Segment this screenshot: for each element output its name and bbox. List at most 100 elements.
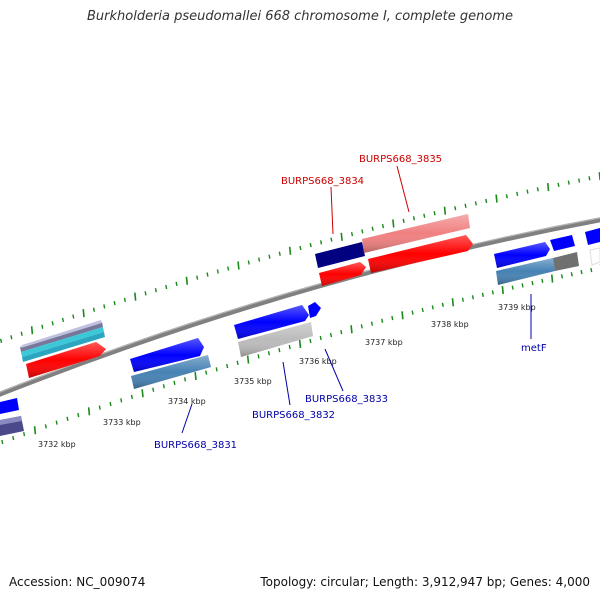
ruler-minor-tick — [411, 310, 414, 315]
chromosome-backbone — [0, 217, 600, 397]
ruler-major-tick — [401, 311, 404, 320]
ruler-minor-tick — [206, 272, 209, 277]
gene-feature[interactable] — [130, 338, 211, 389]
ruler-minor-tick — [433, 211, 436, 216]
gene-label-burps668-3832[interactable]: BURPS668_3832 — [252, 410, 335, 421]
ruler-tick-label: 3734 kbp — [168, 397, 206, 406]
gene-label-metf[interactable]: metF — [521, 343, 547, 354]
ruler-tick-label: 3735 kbp — [234, 377, 272, 386]
ruler-minor-tick — [278, 348, 281, 353]
ruler-minor-tick — [402, 218, 405, 223]
ruler-minor-tick — [485, 198, 488, 204]
ruler-major-tick — [237, 261, 240, 270]
ruler-major-tick — [134, 292, 137, 301]
ruler-minor-tick — [72, 314, 75, 319]
gene-feature[interactable] — [494, 228, 600, 285]
ruler-minor-tick — [227, 266, 230, 271]
ruler-minor-tick — [536, 187, 539, 192]
map-title: Burkholderia pseudomallei 668 chromosome… — [86, 9, 514, 24]
ruler-minor-tick — [580, 270, 583, 275]
ruler-minor-tick — [360, 324, 363, 329]
ruler-major-tick — [298, 339, 302, 349]
gene-label-burps668-3833[interactable]: BURPS668_3833 — [305, 394, 388, 405]
ruler-minor-tick — [491, 290, 494, 295]
gene-feature[interactable] — [315, 214, 473, 286]
ruler-minor-tick — [154, 288, 157, 293]
ruler-minor-tick — [329, 332, 333, 338]
label-leaders — [181, 165, 532, 434]
ruler-minor-tick — [319, 240, 323, 245]
ruler-minor-tick — [481, 292, 484, 297]
ruler-major-tick — [288, 246, 292, 255]
ruler-minor-tick — [103, 304, 106, 309]
ruler-minor-tick — [55, 420, 58, 425]
ruler-minor-tick — [278, 251, 281, 256]
ruler-minor-tick — [421, 307, 424, 313]
ruler-minor-tick — [381, 318, 384, 323]
ruler-minor-tick — [511, 285, 514, 290]
ruler-minor-tick — [464, 203, 467, 208]
ruler-major-tick — [350, 325, 353, 334]
ruler-minor-tick — [391, 315, 394, 321]
ruler-minor-tick — [590, 267, 593, 273]
ruler-minor-tick — [288, 344, 291, 350]
ruler-tick-label: 3733 kbp — [103, 418, 141, 427]
ruler-major-tick — [30, 326, 34, 335]
ruler-inner-ticks — [1, 264, 600, 445]
ruler-minor-tick — [309, 243, 312, 248]
gene-feature[interactable] — [234, 302, 321, 357]
gene-feature[interactable] — [20, 320, 106, 378]
ruler-minor-tick — [215, 367, 218, 372]
ruler-major-tick — [550, 274, 554, 283]
ruler-minor-tick — [361, 229, 364, 234]
ruler-minor-tick — [123, 297, 127, 303]
ruler-major-tick — [392, 219, 395, 228]
ruler-minor-tick — [44, 424, 47, 429]
ruler-major-tick — [185, 276, 189, 285]
ruler-minor-tick — [20, 331, 23, 336]
ruler-minor-tick — [371, 226, 374, 231]
ruler-minor-tick — [531, 280, 534, 286]
gene-label-burps668-3831[interactable]: BURPS668_3831 — [154, 440, 237, 451]
ruler-minor-tick — [505, 194, 508, 199]
ruler-major-tick — [194, 371, 197, 381]
ruler-minor-tick — [258, 257, 261, 262]
ruler-outer-ticks — [0, 172, 600, 343]
ruler-minor-tick — [370, 321, 374, 326]
ruler-minor-tick — [51, 321, 54, 326]
gene-label-burps668-3834[interactable]: BURPS668_3834 — [281, 176, 364, 187]
ruler-minor-tick — [381, 223, 385, 229]
ruler-minor-tick — [526, 189, 529, 194]
ruler-minor-tick — [92, 307, 96, 312]
ruler-minor-tick — [247, 260, 250, 265]
ruler-minor-tick — [120, 398, 123, 403]
ruler-major-tick — [443, 206, 447, 215]
ruler-minor-tick — [441, 302, 444, 307]
ruler-tick-label: 3736 kbp — [299, 357, 337, 366]
ruler-major-tick — [87, 407, 91, 416]
ruler-major-tick — [451, 298, 455, 307]
ruler-major-tick — [501, 285, 504, 295]
ruler-minor-tick — [541, 278, 544, 283]
gene-label-burps668-3835[interactable]: BURPS668_3835 — [359, 154, 442, 165]
ruler-minor-tick — [471, 295, 474, 300]
ruler-tick-label: 3738 kbp — [431, 320, 469, 329]
ruler-minor-tick — [1, 439, 4, 445]
ruler-major-tick — [546, 182, 550, 192]
ruler-minor-tick — [578, 178, 581, 183]
ruler-minor-tick — [299, 245, 302, 251]
ruler-minor-tick — [165, 284, 168, 290]
ruler-minor-tick — [340, 330, 343, 335]
ruler-major-tick — [82, 309, 85, 318]
ruler-minor-tick — [570, 272, 573, 277]
ruler-minor-tick — [267, 351, 271, 356]
gene-feature[interactable] — [0, 398, 24, 436]
ruler-tick-label: 3737 kbp — [365, 338, 403, 347]
ruler-minor-tick — [23, 432, 26, 437]
ruler-minor-tick — [0, 338, 3, 343]
ruler-minor-tick — [431, 305, 434, 310]
ruler-minor-tick — [268, 254, 271, 259]
ruler-minor-tick — [454, 206, 457, 211]
ruler-minor-tick — [461, 297, 464, 302]
